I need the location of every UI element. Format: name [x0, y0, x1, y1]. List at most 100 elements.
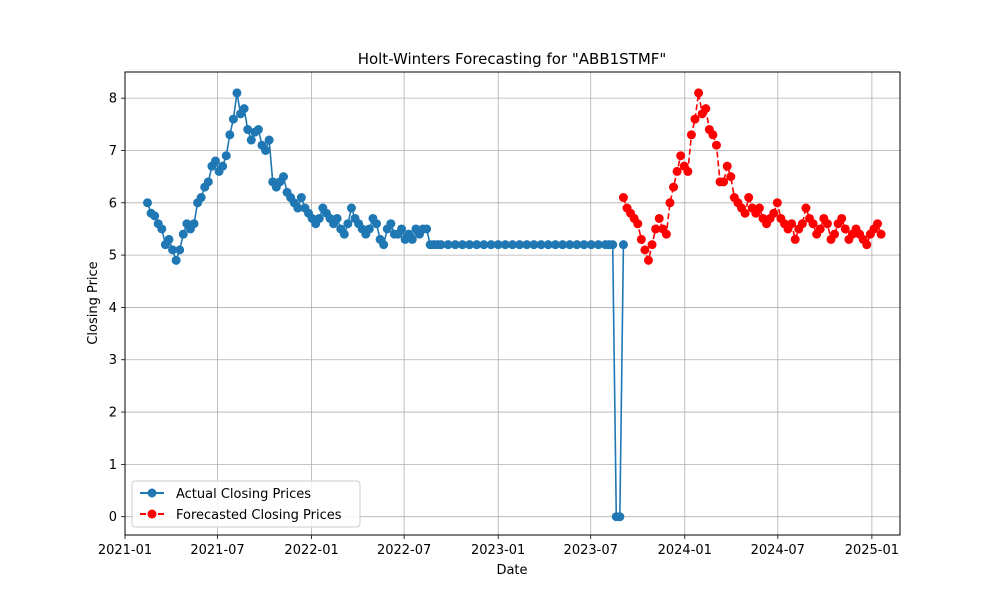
series-layer [142, 88, 886, 522]
legend: Actual Closing Prices Forecasted Closing… [131, 480, 361, 528]
data-point-actual [558, 240, 568, 250]
y-axis-title: Closing Price [86, 261, 101, 344]
data-point-actual [472, 240, 482, 250]
data-point-actual [189, 219, 199, 229]
data-point-forecast [633, 219, 643, 229]
legend-box [131, 480, 361, 528]
data-point-forecast [711, 140, 721, 150]
data-point-actual [436, 240, 446, 250]
chart-title: Holt-Winters Forecasting for "ABB1STMF" [358, 50, 667, 68]
data-point-actual [346, 203, 356, 213]
data-point-forecast [661, 229, 671, 239]
data-point-forecast [640, 245, 650, 255]
data-point-actual [239, 104, 249, 114]
data-point-actual [221, 151, 231, 161]
data-point-forecast [876, 229, 886, 239]
y-tick-label: 8 [109, 92, 117, 107]
x-axis-title: Date [496, 563, 527, 578]
data-point-actual [339, 229, 349, 239]
data-point-forecast [837, 213, 847, 223]
data-point-actual [579, 240, 589, 250]
data-point-actual [386, 219, 396, 229]
y-tick-label: 3 [109, 353, 117, 368]
data-point-actual [314, 213, 324, 223]
data-point-actual [529, 240, 539, 250]
data-point-actual [175, 245, 185, 255]
x-tick-label: 2022-01 [284, 543, 338, 558]
data-point-forecast [651, 224, 661, 234]
data-point-forecast [669, 182, 679, 192]
data-point-forecast [676, 151, 686, 161]
data-point-forecast [808, 219, 818, 229]
x-tick-label: 2021-07 [190, 543, 244, 558]
data-point-actual [203, 177, 213, 187]
data-point-actual [343, 219, 353, 229]
data-point-actual [210, 156, 220, 166]
data-point-actual [508, 240, 517, 250]
data-point-forecast [744, 193, 754, 203]
data-point-actual [364, 224, 374, 234]
data-point-actual [457, 240, 467, 250]
x-tick-label: 2022-07 [377, 543, 431, 558]
data-point-actual [479, 240, 489, 250]
data-point-forecast [636, 234, 646, 244]
data-point-actual [157, 224, 167, 234]
data-point-forecast [862, 240, 872, 250]
data-point-forecast [822, 219, 832, 229]
data-point-forecast [683, 166, 693, 176]
data-point-forecast [647, 240, 657, 250]
data-point-actual [228, 114, 238, 124]
x-tick-label: 2025-01 [845, 543, 899, 558]
x-tick-label: 2023-01 [471, 543, 525, 558]
y-tick-label: 2 [109, 406, 117, 421]
data-point-actual [443, 240, 453, 250]
data-point-actual [522, 240, 532, 250]
data-point-actual [196, 193, 206, 203]
data-point-actual [379, 240, 389, 250]
y-tick-label: 1 [109, 458, 117, 473]
data-point-actual [450, 240, 460, 250]
data-point-actual [422, 224, 432, 234]
data-point-actual [164, 234, 174, 244]
data-point-forecast [643, 255, 653, 265]
data-point-actual [296, 193, 306, 203]
data-point-forecast [769, 208, 779, 218]
x-tick-label: 2024-07 [751, 543, 805, 558]
y-tick-label: 7 [109, 144, 117, 159]
data-point-actual [246, 135, 256, 145]
data-point-forecast [840, 224, 850, 234]
data-point-actual [572, 240, 582, 250]
data-point-forecast [665, 198, 675, 208]
axis-ticks: 2021-01 2021-07 2022-01 2022-07 2023-01 2023-… [98, 92, 899, 558]
x-tick-label: 2024-01 [658, 543, 712, 558]
data-point-forecast [708, 130, 718, 140]
data-point-actual [168, 245, 178, 255]
data-point-actual [150, 211, 160, 221]
data-point-actual [493, 240, 503, 250]
data-point-forecast [797, 219, 807, 229]
data-point-actual [142, 198, 152, 208]
data-point-actual [332, 213, 342, 223]
data-point-forecast [801, 203, 811, 213]
data-point-actual [372, 219, 382, 229]
data-point-forecast [618, 193, 628, 203]
y-tick-label: 6 [109, 196, 117, 211]
data-point-actual [171, 255, 181, 265]
y-tick-label: 4 [109, 301, 117, 316]
data-point-actual [293, 203, 303, 213]
x-tick-label: 2023-07 [564, 543, 618, 558]
data-point-actual [550, 240, 560, 250]
data-point-forecast [686, 130, 696, 140]
data-point-forecast [772, 198, 782, 208]
data-point-actual [243, 125, 253, 135]
data-point-actual [608, 240, 618, 250]
legend-marker-forecast [147, 509, 157, 519]
data-point-forecast [690, 114, 700, 124]
data-point-actual [278, 172, 288, 182]
data-point-actual [543, 240, 553, 250]
data-point-actual [615, 512, 625, 522]
data-point-actual [253, 125, 263, 135]
plot-frame [124, 71, 901, 536]
